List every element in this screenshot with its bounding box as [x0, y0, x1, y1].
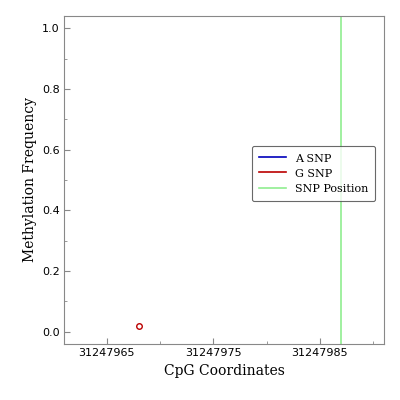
X-axis label: CpG Coordinates: CpG Coordinates [164, 364, 284, 378]
Y-axis label: Methylation Frequency: Methylation Frequency [22, 98, 36, 262]
Legend: A SNP, G SNP, SNP Position: A SNP, G SNP, SNP Position [252, 146, 375, 201]
